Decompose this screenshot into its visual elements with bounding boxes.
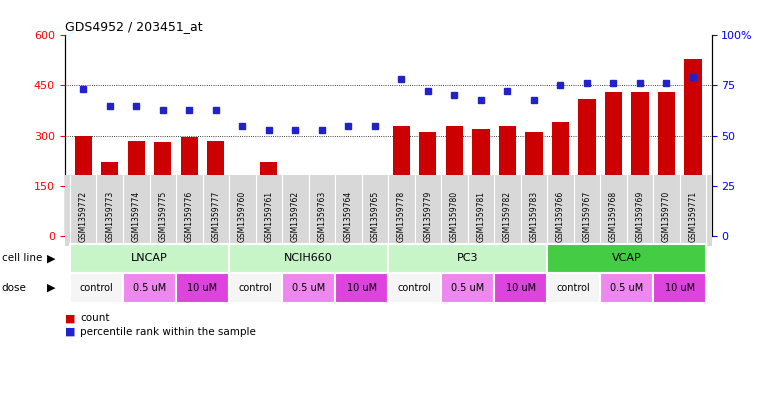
Bar bbox=[658, 92, 675, 236]
Text: ■: ■ bbox=[65, 327, 75, 337]
Bar bbox=[578, 99, 596, 236]
Text: VCAP: VCAP bbox=[612, 253, 642, 263]
Bar bbox=[287, 192, 304, 236]
Text: 0.5 uM: 0.5 uM bbox=[292, 283, 325, 293]
Text: GSM1359773: GSM1359773 bbox=[105, 191, 114, 242]
Text: GSM1359766: GSM1359766 bbox=[556, 191, 565, 242]
Text: 0.5 uM: 0.5 uM bbox=[610, 283, 643, 293]
Text: LNCAP: LNCAP bbox=[131, 253, 168, 263]
Text: control: control bbox=[80, 283, 113, 293]
Bar bbox=[234, 181, 251, 236]
Bar bbox=[101, 162, 119, 236]
Text: GSM1359764: GSM1359764 bbox=[344, 191, 353, 242]
Text: 10 uM: 10 uM bbox=[346, 283, 377, 293]
Text: percentile rank within the sample: percentile rank within the sample bbox=[80, 327, 256, 337]
Bar bbox=[128, 141, 145, 236]
Text: GSM1359783: GSM1359783 bbox=[530, 191, 539, 242]
Bar bbox=[70, 273, 123, 303]
Text: GSM1359761: GSM1359761 bbox=[264, 191, 273, 242]
Text: GSM1359767: GSM1359767 bbox=[582, 191, 591, 242]
Text: count: count bbox=[80, 313, 110, 323]
Text: GSM1359768: GSM1359768 bbox=[609, 191, 618, 242]
Bar bbox=[441, 273, 494, 303]
Text: GSM1359780: GSM1359780 bbox=[450, 191, 459, 242]
Bar bbox=[176, 273, 229, 303]
Text: dose: dose bbox=[2, 283, 27, 293]
Text: GSM1359774: GSM1359774 bbox=[132, 191, 141, 242]
Bar bbox=[229, 273, 282, 303]
Bar bbox=[154, 142, 171, 236]
Text: 10 uM: 10 uM bbox=[505, 283, 536, 293]
Bar bbox=[282, 273, 335, 303]
Text: GSM1359776: GSM1359776 bbox=[185, 191, 194, 242]
Bar bbox=[547, 273, 600, 303]
Text: GSM1359770: GSM1359770 bbox=[662, 191, 671, 242]
Text: GSM1359782: GSM1359782 bbox=[503, 191, 512, 242]
Text: 10 uM: 10 uM bbox=[187, 283, 218, 293]
Bar bbox=[632, 92, 648, 236]
Text: control: control bbox=[239, 283, 272, 293]
Bar bbox=[339, 184, 357, 236]
Text: GSM1359772: GSM1359772 bbox=[78, 191, 88, 242]
Text: ▶: ▶ bbox=[47, 253, 56, 263]
Bar bbox=[260, 162, 278, 236]
Bar bbox=[314, 187, 330, 236]
Text: 10 uM: 10 uM bbox=[664, 283, 695, 293]
Text: GSM1359778: GSM1359778 bbox=[397, 191, 406, 242]
Bar bbox=[653, 273, 706, 303]
Bar bbox=[123, 273, 176, 303]
Text: PC3: PC3 bbox=[457, 253, 479, 263]
Bar bbox=[70, 244, 229, 273]
Text: control: control bbox=[398, 283, 431, 293]
Bar bbox=[180, 137, 198, 236]
Text: 0.5 uM: 0.5 uM bbox=[451, 283, 484, 293]
Text: GSM1359775: GSM1359775 bbox=[158, 191, 167, 242]
Bar bbox=[547, 244, 706, 273]
Text: GSM1359769: GSM1359769 bbox=[635, 191, 645, 242]
Bar bbox=[498, 125, 516, 236]
Text: NCIH660: NCIH660 bbox=[284, 253, 333, 263]
Text: ■: ■ bbox=[65, 313, 75, 323]
Text: GSM1359760: GSM1359760 bbox=[237, 191, 247, 242]
Bar bbox=[75, 136, 92, 236]
Text: GSM1359762: GSM1359762 bbox=[291, 191, 300, 242]
Bar bbox=[393, 125, 410, 236]
Text: 0.5 uM: 0.5 uM bbox=[133, 283, 166, 293]
Text: ▶: ▶ bbox=[47, 283, 56, 293]
Bar bbox=[388, 273, 441, 303]
Text: cell line: cell line bbox=[2, 253, 42, 263]
Text: GSM1359763: GSM1359763 bbox=[317, 191, 326, 242]
Text: GSM1359771: GSM1359771 bbox=[689, 191, 698, 242]
Bar bbox=[684, 59, 702, 236]
Bar bbox=[552, 122, 569, 236]
Bar bbox=[366, 184, 384, 236]
Bar bbox=[494, 273, 547, 303]
Text: GDS4952 / 203451_at: GDS4952 / 203451_at bbox=[65, 20, 202, 33]
Bar bbox=[207, 141, 224, 236]
Text: GSM1359765: GSM1359765 bbox=[371, 191, 379, 242]
Bar bbox=[335, 273, 388, 303]
Text: GSM1359781: GSM1359781 bbox=[476, 191, 486, 242]
Bar bbox=[388, 244, 547, 273]
Text: GSM1359777: GSM1359777 bbox=[212, 191, 220, 242]
Text: control: control bbox=[557, 283, 591, 293]
Bar bbox=[473, 129, 489, 236]
Bar bbox=[605, 92, 622, 236]
Bar bbox=[600, 273, 653, 303]
Text: GSM1359779: GSM1359779 bbox=[423, 191, 432, 242]
Bar bbox=[525, 132, 543, 236]
Bar bbox=[229, 244, 388, 273]
Bar bbox=[446, 125, 463, 236]
Bar bbox=[419, 132, 437, 236]
